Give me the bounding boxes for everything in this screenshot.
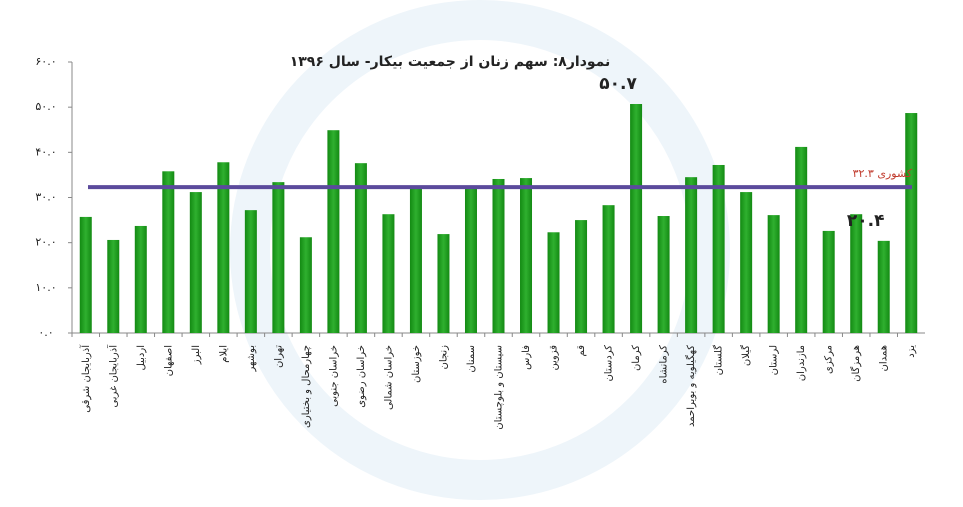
x-tick-label: کرمانشاه xyxy=(659,345,670,384)
x-tick-label: بوشهر xyxy=(246,345,257,372)
bar xyxy=(685,177,698,333)
bar xyxy=(354,163,367,333)
bar xyxy=(547,232,560,333)
bar xyxy=(520,178,533,333)
bar xyxy=(189,192,202,333)
bar xyxy=(107,239,120,333)
bar xyxy=(162,171,175,333)
bar xyxy=(712,164,725,333)
x-tick-label: خراسان شمالی xyxy=(383,345,394,410)
bar xyxy=(217,162,230,333)
x-tick-label: زنجان xyxy=(438,345,449,370)
x-tick-label: آذربایجان غربی xyxy=(106,344,119,408)
y-tick-label: ۲۰.۰ xyxy=(35,236,56,249)
x-tick-label: همدان xyxy=(879,345,890,371)
bar xyxy=(575,220,588,333)
x-tick-label: سیستان و بلوچستان xyxy=(494,345,505,430)
bar xyxy=(244,210,257,333)
bar xyxy=(795,146,808,333)
bar xyxy=(299,237,312,333)
x-tick-label: خوزستان xyxy=(411,345,422,383)
x-tick-label: لرستان xyxy=(769,345,780,375)
x-tick-label: سمنان xyxy=(466,345,477,373)
x-tick-label: آذربایجان شرقی xyxy=(79,344,92,413)
bar xyxy=(822,230,835,333)
bar xyxy=(79,216,92,333)
x-tick-label: مرکزی xyxy=(824,345,835,374)
x-tick-label: خراسان جنوبی xyxy=(328,345,339,407)
y-tick-label: ۴۰.۰ xyxy=(35,145,56,158)
value-label: ۵۰.۷ xyxy=(599,74,637,94)
bar xyxy=(437,234,450,333)
chart-title: نمودار۸: سهم زنان از جمعیت بیکار- سال ۱۳… xyxy=(290,54,611,70)
x-tick-label: فارس xyxy=(521,345,532,370)
bar xyxy=(272,182,285,333)
value-label: ۲۰.۴ xyxy=(847,211,885,231)
x-tick-label: قم xyxy=(576,345,587,357)
bar xyxy=(905,113,918,333)
y-tick-label: ۵۰.۰ xyxy=(35,100,56,113)
y-tick-label: ۳۰.۰ xyxy=(35,191,56,204)
bar xyxy=(134,225,147,333)
x-tick-label: تهران xyxy=(273,345,284,368)
x-tick-label: خراسان رضوی xyxy=(356,345,367,408)
bar xyxy=(327,130,340,333)
x-tick-label: اصفهان xyxy=(163,345,174,376)
x-tick-label: البرز xyxy=(191,345,202,365)
bar xyxy=(602,205,615,333)
x-tick-label: کهگیلویه و بویراحمد xyxy=(685,345,697,427)
y-tick-label: ۱۰.۰ xyxy=(35,281,56,294)
bar xyxy=(767,215,780,333)
x-tick-label: مازندران xyxy=(796,345,807,381)
bar xyxy=(740,192,753,333)
x-tick-label: هرمزگان xyxy=(850,345,862,382)
bar xyxy=(409,188,422,333)
reference-label: کشوری ۳۲.۳ xyxy=(853,167,913,180)
x-tick-label: کرمان xyxy=(631,345,642,371)
y-tick-label: ۶۰.۰ xyxy=(35,55,56,68)
x-tick-label: چهارمحال و بختیاری xyxy=(301,345,312,428)
x-tick-label: اردبیل xyxy=(136,345,147,370)
bar xyxy=(630,104,643,333)
bar xyxy=(464,188,477,333)
x-tick-label: یزد xyxy=(906,345,917,358)
bar xyxy=(657,216,670,333)
bar xyxy=(877,240,890,333)
x-tick-label: قزوین xyxy=(549,345,560,371)
bar xyxy=(492,178,505,333)
x-tick-label: کردستان xyxy=(604,345,615,382)
x-tick-label: گیلان xyxy=(740,345,752,366)
bar xyxy=(850,214,863,333)
x-tick-label: گلستان xyxy=(713,345,725,376)
bar xyxy=(382,214,395,333)
x-tick-label: ایلام xyxy=(218,345,229,363)
y-tick-label: ۰.۰ xyxy=(38,326,53,339)
